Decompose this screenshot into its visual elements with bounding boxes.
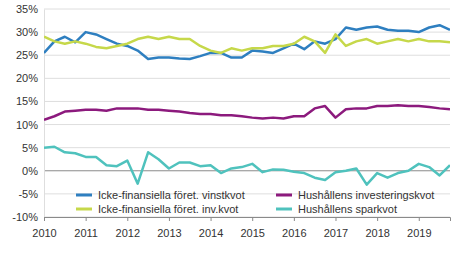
series-line <box>44 105 450 120</box>
y-tick-label: 35% <box>16 3 38 15</box>
x-tick: 2015 <box>240 217 264 239</box>
grid-line <box>44 124 450 125</box>
y-tick: 25% <box>16 49 44 61</box>
legend-label: Icke-finansiella föret. vinstkvot <box>98 189 245 201</box>
x-tick-label: 2019 <box>407 227 431 239</box>
x-tick-mark <box>169 217 170 221</box>
grid <box>44 9 450 217</box>
legend-item: Hushållens investeringskvot <box>276 189 434 201</box>
x-tick: 2012 <box>116 217 140 239</box>
grid-line <box>44 147 450 148</box>
x-tick: 2010 <box>32 217 56 239</box>
y-tick-label: 30% <box>16 26 38 38</box>
y-tick-label: 25% <box>16 49 38 61</box>
x-tick: 2014 <box>199 217 223 239</box>
chart: -10%-5%0%5%10%15%20%25%30%35%20102011201… <box>0 0 454 253</box>
x-tick-label: 2015 <box>240 227 264 239</box>
y-tick-label: 5% <box>22 142 38 154</box>
legend-item: Hushållens sparkvot <box>276 203 397 215</box>
y-tick-label: 15% <box>16 95 38 107</box>
y-tick-label: -5% <box>18 188 38 200</box>
y-tick-label: 0% <box>22 165 38 177</box>
x-tick-mark <box>44 217 45 221</box>
legend-label: Hushållens sparkvot <box>298 203 397 215</box>
y-tick: 30% <box>16 26 44 38</box>
grid-line <box>44 78 450 79</box>
y-axis-line <box>44 10 45 218</box>
y-tick-label: 10% <box>16 119 38 131</box>
series-line <box>44 34 450 52</box>
legend-item: Icke-finansiella föret. vinstkvot <box>76 189 245 201</box>
legend-item: Icke-finansiella föret. inv.kvot <box>76 203 238 215</box>
x-tick: 2016 <box>282 217 306 239</box>
x-tick: 2017 <box>324 217 348 239</box>
legend-swatch <box>76 194 92 197</box>
x-tick-mark <box>86 217 87 221</box>
y-tick-label: 20% <box>16 72 38 84</box>
x-tick-label: 2010 <box>32 227 56 239</box>
x-tick-mark <box>127 217 128 221</box>
y-tick: 15% <box>16 95 44 107</box>
grid-line <box>44 101 450 102</box>
legend-swatch <box>76 208 92 211</box>
x-tick-label: 2013 <box>157 227 181 239</box>
x-tick-label: 2018 <box>365 227 389 239</box>
lines <box>44 25 450 184</box>
legend-label: Hushållens investeringskvot <box>298 189 434 201</box>
x-tick-mark <box>294 217 295 221</box>
legend-swatch <box>276 194 292 197</box>
grid-line <box>44 9 450 10</box>
y-tick: 10% <box>16 119 44 131</box>
x-tick-mark <box>377 217 378 221</box>
legend-label: Icke-finansiella föret. inv.kvot <box>98 203 238 215</box>
x-tick-mark <box>335 217 336 221</box>
x-tick: 2011 <box>74 217 98 239</box>
x-tick-mark <box>211 217 212 221</box>
grid-line <box>44 32 450 33</box>
series-line <box>44 25 450 59</box>
y-tick: 5% <box>22 142 44 154</box>
y-tick: 20% <box>16 72 44 84</box>
x-tick-label: 2017 <box>324 227 348 239</box>
y-tick: -5% <box>18 188 44 200</box>
y-tick-label: -10% <box>12 211 38 223</box>
x-tick: 2013 <box>157 217 181 239</box>
x-tick-mark <box>252 217 253 221</box>
legend-swatch <box>276 208 292 211</box>
x-axis-line <box>45 218 451 222</box>
series-line <box>44 147 450 185</box>
x-tick-label: 2012 <box>116 227 140 239</box>
x-tick-label: 2014 <box>199 227 223 239</box>
y-tick: 35% <box>16 3 44 15</box>
x-tick: 2019 <box>407 217 431 239</box>
x-tick: 2018 <box>365 217 389 239</box>
x-tick-label: 2016 <box>282 227 306 239</box>
x-tick-mark <box>419 217 420 221</box>
x-tick-label: 2011 <box>74 227 98 239</box>
grid-line <box>44 170 450 171</box>
y-axis: -10% -5% 0% 5% 10% 15% 20% 25% 30% 35% <box>12 3 44 223</box>
legend: Icke-finansiella föret. vinstkvot Hushåll… <box>76 189 434 215</box>
y-tick: -10% <box>12 211 44 223</box>
y-tick: 0% <box>22 165 44 177</box>
x-axis: 2010 2011 2012 2013 2014 2015 2016 2017 2018 2019 <box>32 217 450 239</box>
plot: -10%-5%0%5%10%15%20%25%30%35%20102011201… <box>12 3 450 239</box>
